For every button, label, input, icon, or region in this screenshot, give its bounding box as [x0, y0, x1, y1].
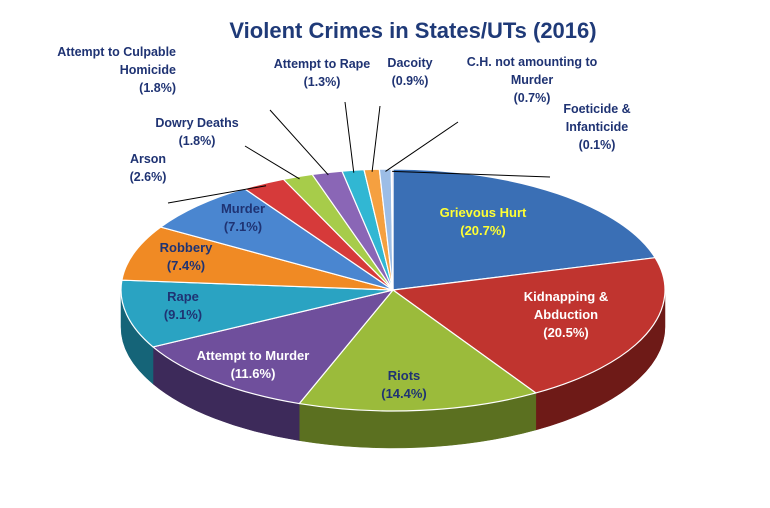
slice-value-murder: (7.1%) [224, 219, 262, 234]
slice-value-riots: (14.4%) [381, 386, 427, 401]
slice-grievous-hurt [392, 168, 656, 291]
slice-value-rape: (9.1%) [164, 307, 202, 322]
slice-value-attempt-to-murder: (11.6%) [231, 366, 276, 381]
slice-label-grievous-hurt: Grievous Hurt [440, 205, 527, 220]
slice-label-murder: Murder [221, 201, 265, 216]
slice-attempt-to-murder [152, 289, 394, 405]
slice-label-dowry-deaths: Dowry Deaths [155, 116, 238, 130]
slice-value-attempt-to-rape: (1.3%) [304, 75, 341, 89]
slice-label-kidnapping-abduction: Abduction [534, 307, 598, 322]
slice-value-foeticide-infanticide: (0.1%) [579, 138, 616, 152]
slice-value-kidnapping-abduction: (20.5%) [543, 325, 589, 340]
slice-label-foeticide-infanticide: Foeticide & [563, 102, 630, 116]
pie-labels: Grievous Hurt (20.7%) Kidnapping & Abductio… [57, 45, 630, 401]
leader-attempt-to-rape [344, 101, 355, 173]
slice-label-c-h-not-amounting-to-murder: Murder [511, 73, 554, 87]
slice-foeticide-infanticide [390, 168, 394, 291]
slice-label-rape: Rape [167, 289, 199, 304]
slice-label-kidnapping-abduction: Kidnapping & [524, 289, 609, 304]
slice-value-attempt-to-culpable-homicide: (1.8%) [139, 81, 176, 95]
leader-c-h-not-amounting-to-murder [385, 121, 459, 172]
leader-dowry-deaths [244, 145, 300, 180]
slice-riots [298, 289, 537, 412]
slice-kidnapping-abduction [392, 257, 666, 394]
slice-value-robbery: (7.4%) [167, 258, 205, 273]
slice-value-dowry-deaths: (1.8%) [179, 134, 216, 148]
slice-label-robbery: Robbery [160, 240, 214, 255]
slice-value-grievous-hurt: (20.7%) [460, 223, 506, 238]
chart-title: Violent Crimes in States/UTs (2016) [229, 18, 596, 43]
slice-rape [120, 279, 394, 348]
slice-label-attempt-to-rape: Attempt to Rape [274, 57, 371, 71]
leader-arson [167, 185, 267, 204]
slice-label-foeticide-infanticide: Infanticide [566, 120, 629, 134]
slice-label-attempt-to-murder: Attempt to Murder [197, 348, 310, 363]
slice-value-c-h-not-amounting-to-murder: (0.7%) [514, 91, 551, 105]
slice-label-attempt-to-culpable-homicide: Attempt to Culpable [57, 45, 176, 59]
slice-robbery [121, 226, 394, 291]
slice-value-dacoity: (0.9%) [392, 74, 429, 88]
leader-dacoity [371, 105, 381, 172]
slice-label-attempt-to-culpable-homicide: Homicide [120, 63, 176, 77]
pie-leader-lines [167, 101, 551, 204]
slice-murder [160, 188, 394, 291]
pie-slices [120, 168, 666, 412]
slice-label-riots: Riots [388, 368, 421, 383]
slice-value-arson: (2.6%) [130, 170, 167, 184]
slice-label-arson: Arson [130, 152, 166, 166]
slice-label-c-h-not-amounting-to-murder: C.H. not amounting to [467, 55, 598, 69]
leader-attempt-to-culpable-homicide [269, 109, 329, 176]
leader-foeticide-infanticide [392, 170, 551, 178]
slice-label-dacoity: Dacoity [387, 56, 432, 70]
